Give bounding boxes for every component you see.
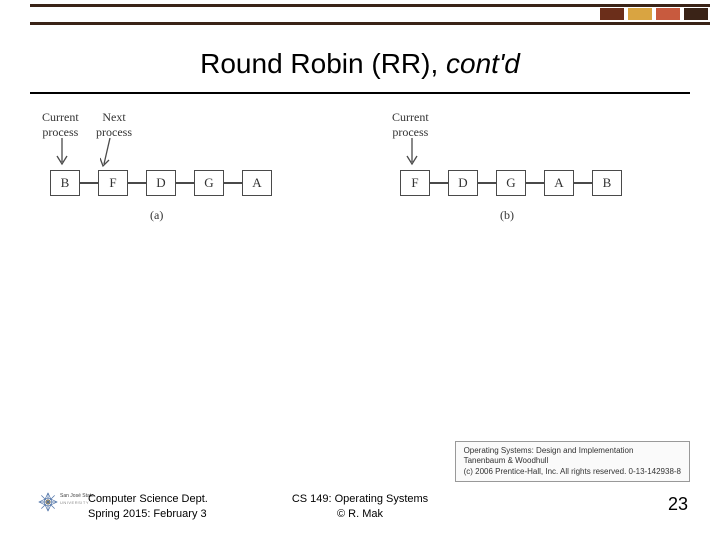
process-connector — [478, 182, 496, 184]
panel-b-label: (b) — [500, 208, 514, 223]
footer-course: CS 149: Operating Systems — [0, 492, 720, 507]
process-box: F — [98, 170, 128, 196]
slide-footer: San José State UNIVERSITY Computer Scien… — [0, 490, 720, 530]
title-main: Round Robin (RR), — [200, 48, 446, 79]
arrow-current-a — [54, 138, 74, 170]
arrow-current-b — [404, 138, 424, 170]
topbar-accent-block — [656, 8, 680, 20]
process-box: B — [50, 170, 80, 196]
title-underline — [30, 92, 690, 94]
process-box: A — [544, 170, 574, 196]
citation-line3: (c) 2006 Prentice-Hall, Inc. All rights … — [464, 467, 681, 477]
citation-box: Operating Systems: Design and Implementa… — [455, 441, 690, 482]
process-box: B — [592, 170, 622, 196]
top-decor-bar — [0, 4, 720, 24]
topbar-accent-block — [684, 8, 708, 20]
process-box: F — [400, 170, 430, 196]
process-box: G — [496, 170, 526, 196]
title-contd: cont'd — [446, 48, 520, 79]
label-current-b: Currentprocess — [392, 110, 429, 140]
rr-diagram: Currentprocess Nextprocess Currentproces… — [40, 110, 680, 230]
footer-author: © R. Mak — [0, 507, 720, 522]
citation-line2: Tanenbaum & Woodhull — [464, 456, 681, 466]
process-box: A — [242, 170, 272, 196]
process-connector — [80, 182, 98, 184]
process-connector — [430, 182, 448, 184]
label-next-a: Nextprocess — [96, 110, 132, 140]
topbar-accent-block — [628, 8, 652, 20]
label-current-a: Currentprocess — [42, 110, 79, 140]
topbar-accent-block — [600, 8, 624, 20]
panel-a-label: (a) — [150, 208, 163, 223]
process-box: D — [448, 170, 478, 196]
process-connector — [526, 182, 544, 184]
citation-line1: Operating Systems: Design and Implementa… — [464, 446, 681, 456]
process-box: D — [146, 170, 176, 196]
page-number: 23 — [668, 494, 688, 515]
process-connector — [176, 182, 194, 184]
slide-title: Round Robin (RR), cont'd — [0, 48, 720, 80]
process-connector — [128, 182, 146, 184]
process-connector — [574, 182, 592, 184]
arrow-next-a — [100, 138, 124, 172]
footer-center: CS 149: Operating Systems © R. Mak — [0, 492, 720, 522]
process-box: G — [194, 170, 224, 196]
process-connector — [224, 182, 242, 184]
